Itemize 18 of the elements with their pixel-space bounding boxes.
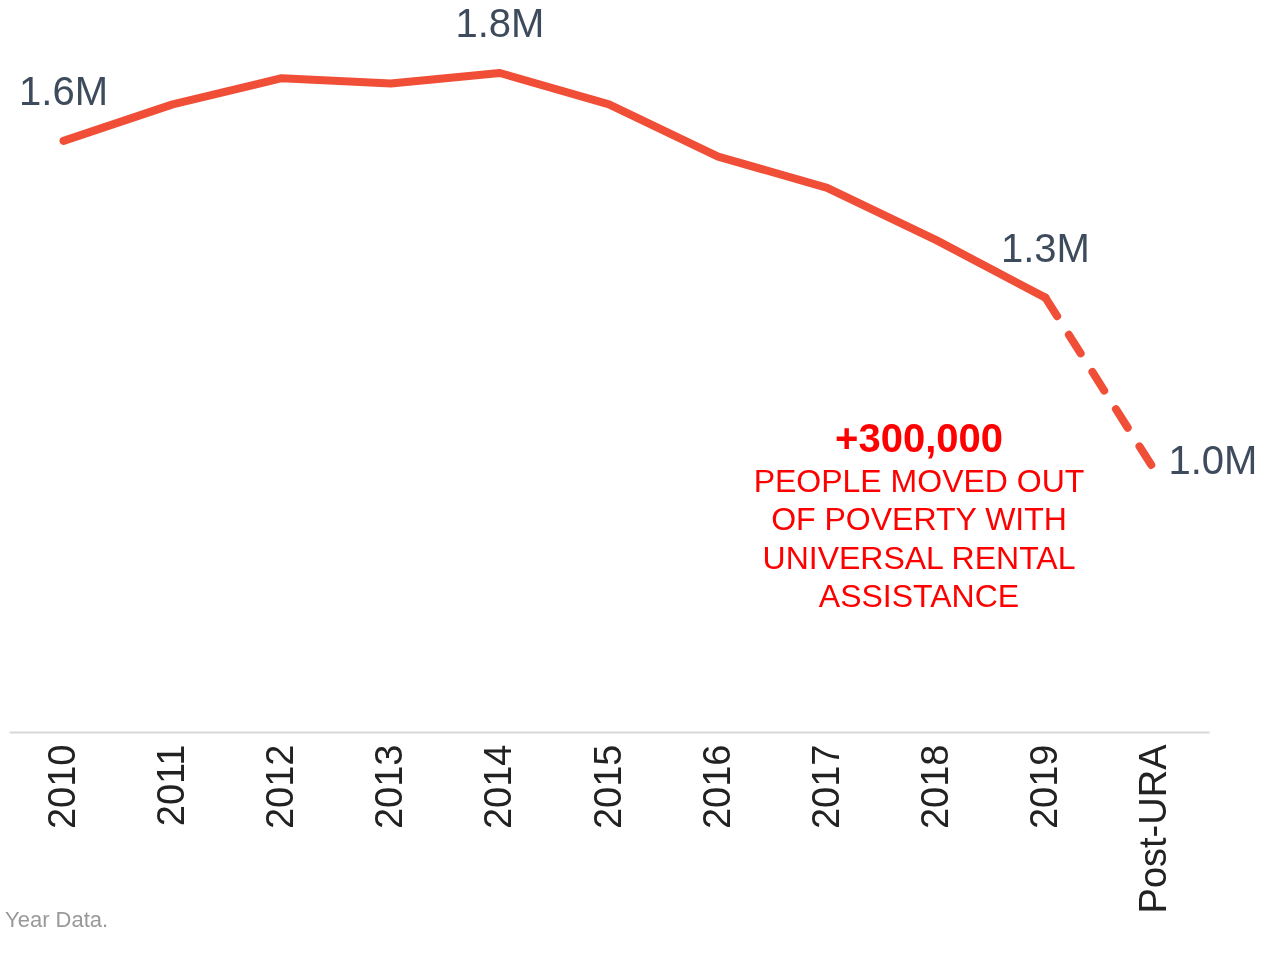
annotation: +300,000 [835, 416, 1003, 460]
text: Year Data. [5, 907, 109, 932]
x-tick-label: 2016 [695, 744, 738, 830]
x-tick-label: Post-URA [1131, 743, 1174, 914]
x-tick-label: 2011 [150, 744, 193, 827]
x-tick-label: 2017 [804, 744, 847, 830]
x-tick-label: 2010 [41, 744, 84, 830]
x-tick-label: 2015 [586, 744, 629, 830]
data-label: 1.6M [19, 68, 109, 113]
x-tick-label: 2012 [259, 744, 302, 830]
data-label: 1.8M [455, 1, 545, 45]
annotation: PEOPLE MOVED OUT OF POVERTY WITH UNIVERSAL RENTAL ASSISTANCE [753, 463, 1085, 615]
x-tick-label: 2018 [913, 744, 956, 830]
data-label: 1.3M [1000, 225, 1090, 270]
data-label: 1.0M [1168, 438, 1258, 482]
x-tick-label: 2014 [477, 744, 520, 830]
x-tick-label: 2013 [368, 744, 411, 830]
x-tick-label: 2019 [1022, 744, 1065, 830]
